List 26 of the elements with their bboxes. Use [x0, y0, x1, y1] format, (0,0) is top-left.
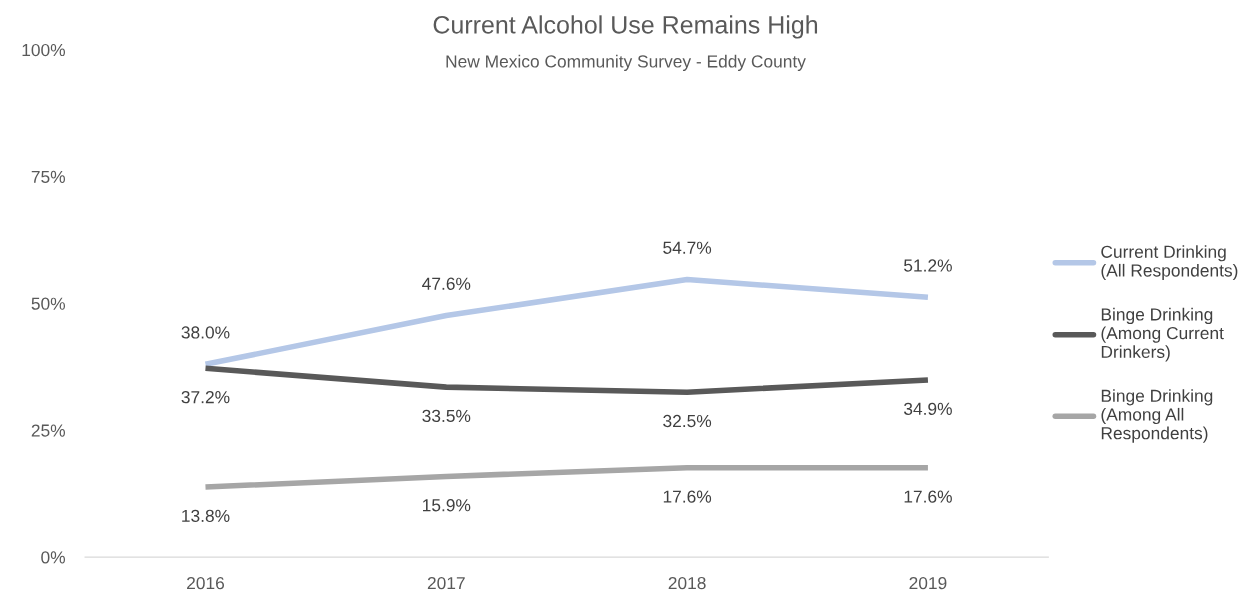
- data-label: 34.9%: [903, 402, 952, 415]
- x-tick-label: 2019: [909, 576, 947, 590]
- x-tick-label: 2017: [427, 576, 465, 590]
- y-tick-label: 75%: [31, 170, 66, 184]
- data-label: 17.6%: [663, 490, 712, 503]
- data-label: 54.7%: [663, 241, 712, 254]
- y-tick-label: 25%: [31, 424, 66, 437]
- chart-subtitle: New Mexico Community Survey - Eddy County: [446, 54, 806, 71]
- data-label: 38.0%: [181, 326, 230, 339]
- x-tick-label: 2018: [668, 576, 706, 590]
- y-tick-label: 0%: [41, 551, 66, 564]
- legend-label: Current Drinking (All Respondents): [1101, 245, 1238, 281]
- chart-title: Current Alcohol Use Remains High: [433, 15, 818, 39]
- data-label: 33.5%: [422, 409, 471, 423]
- data-label: 47.6%: [422, 277, 471, 290]
- data-label: 15.9%: [423, 499, 471, 512]
- y-tick-label: 50%: [31, 297, 66, 310]
- data-label: 37.2%: [181, 391, 230, 404]
- data-label: 17.6%: [904, 490, 952, 503]
- legend-label: Binge Drinking (Among Current Drinkers): [1101, 307, 1224, 362]
- x-tick-label: 2016: [187, 576, 225, 590]
- legend-label: Binge Drinking (Among All Respondents): [1101, 389, 1213, 443]
- y-tick-label: 100%: [22, 43, 66, 57]
- data-label: 13.8%: [182, 509, 230, 523]
- data-label: 51.2%: [904, 259, 952, 272]
- data-label: 32.5%: [663, 414, 712, 428]
